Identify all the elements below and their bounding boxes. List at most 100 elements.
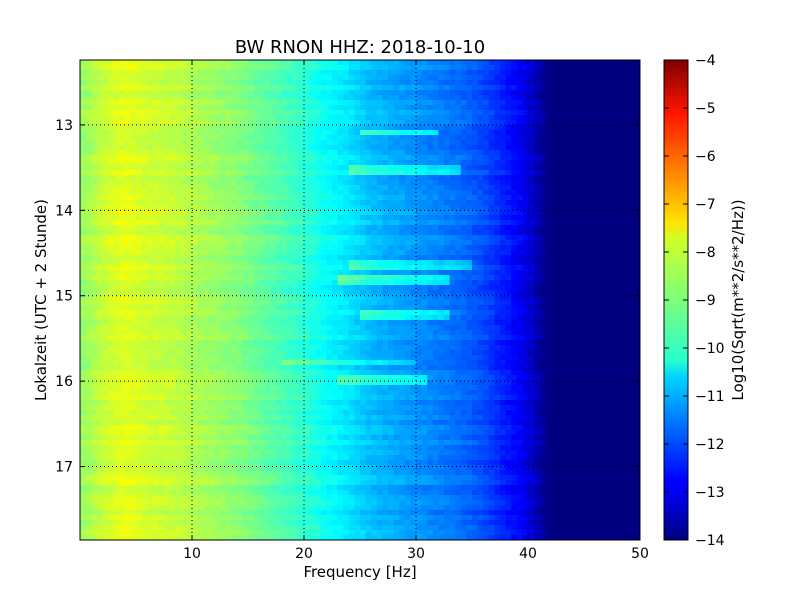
heatmap-cell [85, 220, 92, 226]
heatmap-cell [180, 295, 187, 301]
heatmap-cell [528, 65, 535, 71]
heatmap-cell [236, 175, 243, 181]
heatmap-cell [617, 125, 624, 131]
heatmap-cell [186, 225, 193, 231]
heatmap-cell [432, 60, 439, 66]
heatmap-cell [578, 245, 585, 251]
heatmap-cell [516, 255, 523, 261]
heatmap-cell [483, 215, 490, 221]
heatmap-cell [505, 290, 512, 296]
heatmap-cell [192, 305, 199, 311]
heatmap-cell [595, 155, 602, 161]
heatmap-cell [567, 65, 574, 71]
heatmap-cell [214, 165, 221, 171]
heatmap-cell [259, 170, 266, 176]
heatmap-cell [220, 75, 227, 81]
heatmap-cell [628, 65, 635, 71]
heatmap-cell [516, 290, 523, 296]
heatmap-cell [186, 185, 193, 191]
heatmap-cell [365, 200, 372, 206]
heatmap-cell [186, 175, 193, 181]
heatmap-cell [623, 65, 630, 71]
heatmap-cell [528, 155, 535, 161]
heatmap-cell [628, 215, 635, 221]
heatmap-cell [365, 230, 372, 236]
heatmap-cell [287, 145, 294, 151]
heatmap-cell [371, 175, 378, 181]
heatmap-cell [298, 100, 305, 106]
heatmap-cell [528, 140, 535, 146]
heatmap-cell [326, 65, 333, 71]
heatmap-cell [438, 270, 445, 276]
heatmap-cell [175, 270, 182, 276]
heatmap-cell [634, 195, 640, 201]
heatmap-cell [203, 230, 210, 236]
heatmap-cell [612, 295, 619, 301]
heatmap-cell [208, 80, 215, 86]
heatmap-cell [315, 75, 322, 81]
heatmap-cell [259, 250, 266, 256]
heatmap-cell [360, 275, 367, 281]
heatmap-cell [427, 300, 434, 306]
heatmap-cell [236, 165, 243, 171]
heatmap-cell [371, 260, 378, 266]
heatmap-cell [343, 255, 350, 261]
heatmap-cell [393, 160, 400, 166]
heatmap-cell [561, 220, 568, 226]
heatmap-cell [500, 295, 507, 301]
heatmap-cell [108, 160, 115, 166]
heatmap-cell [444, 125, 451, 131]
heatmap-cell [337, 235, 344, 241]
heatmap-cell [544, 300, 551, 306]
heatmap-cell [550, 155, 557, 161]
heatmap-cell [578, 130, 585, 136]
heatmap-cell [292, 100, 299, 106]
heatmap-cell [550, 95, 557, 101]
heatmap-cell [623, 160, 630, 166]
heatmap-cell [136, 195, 143, 201]
heatmap-cell [169, 185, 176, 191]
heatmap-cell [175, 190, 182, 196]
heatmap-cell [136, 180, 143, 186]
heatmap-cell [147, 110, 154, 116]
heatmap-cell [124, 65, 131, 71]
heatmap-cell [556, 160, 563, 166]
heatmap-cell [444, 285, 451, 291]
heatmap-cell [108, 210, 115, 216]
heatmap-cell [304, 270, 311, 276]
heatmap-cell [220, 130, 227, 136]
heatmap-cell [253, 290, 260, 296]
heatmap-cell [343, 160, 350, 166]
heatmap-cell [80, 270, 87, 276]
heatmap-cell [208, 65, 215, 71]
heatmap-cell [320, 65, 327, 71]
heatmap-cell [124, 165, 131, 171]
heatmap-cell [287, 165, 294, 171]
heatmap-cell [578, 250, 585, 256]
heatmap-cell [197, 265, 204, 271]
heatmap-cell [264, 145, 271, 151]
heatmap-cell [326, 225, 333, 231]
heatmap-cell [186, 275, 193, 281]
heatmap-cell [326, 200, 333, 206]
heatmap-cell [180, 260, 187, 266]
heatmap-cell [192, 65, 199, 71]
heatmap-cell [578, 165, 585, 171]
heatmap-cell [253, 95, 260, 101]
heatmap-cell [606, 200, 613, 206]
heatmap-cell [326, 180, 333, 186]
heatmap-cell [192, 115, 199, 121]
heatmap-cell [612, 175, 619, 181]
heatmap-cell [348, 105, 355, 111]
heatmap-cell [544, 285, 551, 291]
heatmap-cell [360, 295, 367, 301]
heatmap-cell [164, 65, 171, 71]
heatmap-cell [236, 105, 243, 111]
heatmap-cell [371, 70, 378, 76]
heatmap-cell [382, 190, 389, 196]
heatmap-cell [253, 225, 260, 231]
heatmap-cell [158, 215, 165, 221]
heatmap-cell [455, 295, 462, 301]
heatmap-cell [309, 290, 316, 296]
heatmap-cell [371, 235, 378, 241]
